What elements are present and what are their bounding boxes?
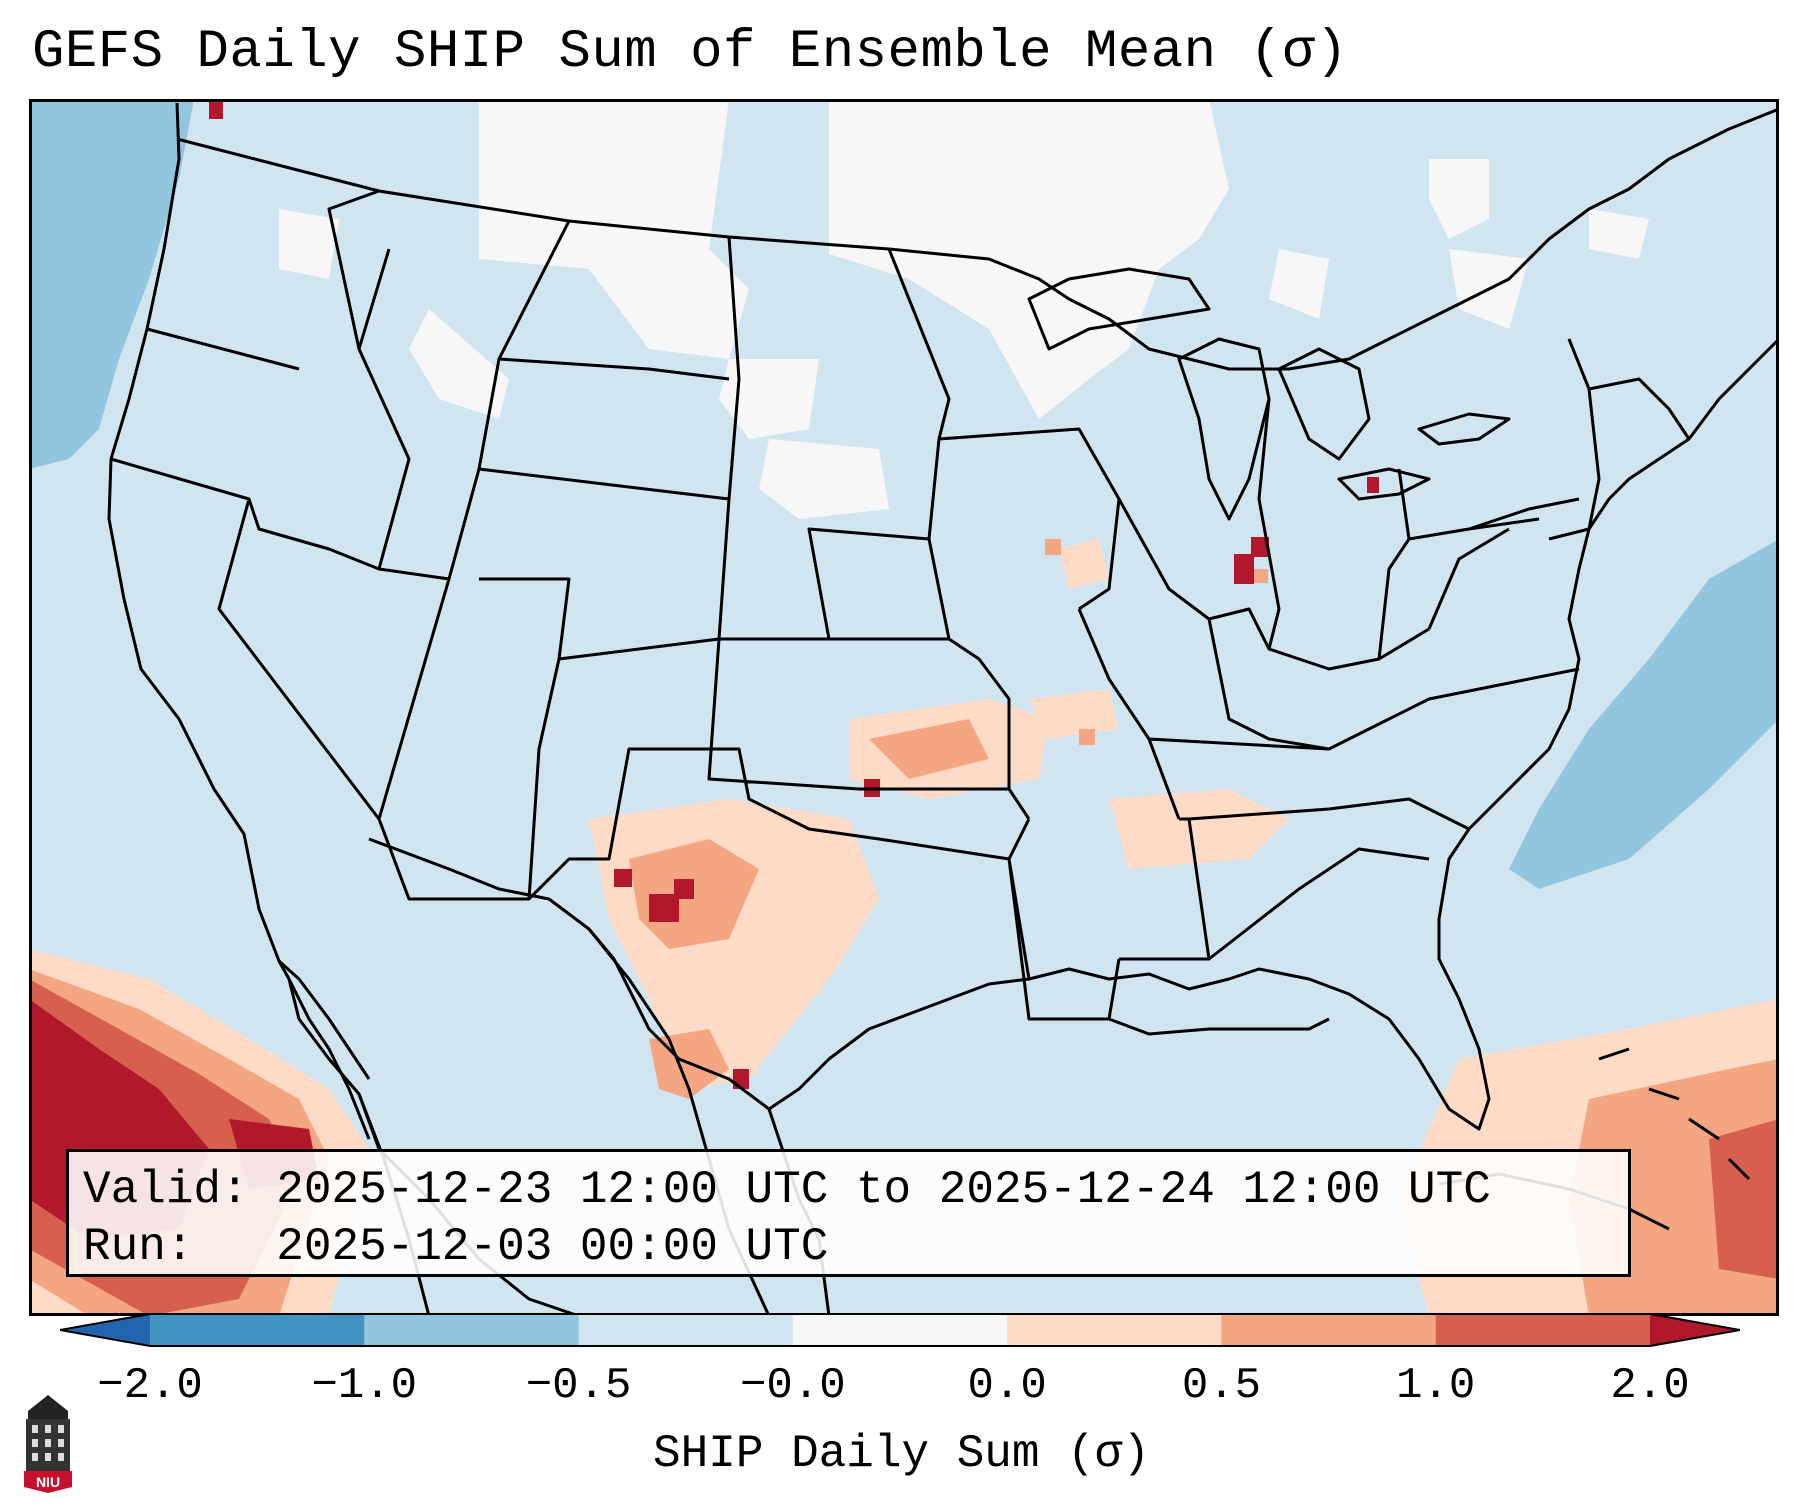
logo-text: NIU bbox=[36, 1474, 60, 1490]
colorbar-tick-label: −0.0 bbox=[740, 1361, 846, 1411]
colorbar-segment bbox=[364, 1314, 580, 1346]
chart-title: GEFS Daily SHIP Sum of Ensemble Mean (σ) bbox=[32, 22, 1349, 83]
colorbar-segment bbox=[1221, 1314, 1437, 1346]
colorbar-tick-label: 1.0 bbox=[1396, 1361, 1476, 1411]
strong-positive-cells bbox=[209, 99, 1379, 1089]
colorbar-segment bbox=[792, 1314, 1008, 1346]
near-zero-field bbox=[279, 99, 1649, 519]
negative-field bbox=[29, 99, 1779, 889]
positive-cells-orange bbox=[1045, 539, 1268, 745]
canada-border bbox=[176, 107, 1779, 371]
colorbar-tick-label: −0.5 bbox=[525, 1361, 632, 1411]
colorbar-tick-label: 0.5 bbox=[1181, 1361, 1262, 1411]
map-panel bbox=[29, 99, 1779, 1316]
colorbar-label: SHIP Daily Sum (σ) bbox=[653, 1428, 1150, 1480]
colorbar-tick-label: 0.0 bbox=[967, 1361, 1047, 1411]
positive-field-texas bbox=[589, 539, 1289, 1099]
run-label: Run: bbox=[83, 1221, 194, 1273]
colorbar-tick-label: 2.0 bbox=[1610, 1361, 1690, 1411]
colorbar-tick-label: −1.0 bbox=[311, 1361, 418, 1411]
gulf-coast bbox=[768, 337, 1779, 1131]
colorbar-extend-low bbox=[60, 1314, 150, 1346]
run-value: 2025-12-03 00:00 UTC bbox=[276, 1221, 829, 1273]
colorbar-segment bbox=[1435, 1314, 1651, 1346]
university-tower-logo: NIU bbox=[24, 1395, 72, 1493]
colorbar-extend-high bbox=[1650, 1314, 1740, 1346]
colorbar-segment bbox=[150, 1314, 365, 1346]
colorbar-segment bbox=[1007, 1314, 1222, 1346]
us-outline bbox=[107, 102, 431, 1316]
colorbar-segment bbox=[578, 1314, 794, 1346]
colorbar-tick-label: −2.0 bbox=[97, 1361, 203, 1411]
colorbar bbox=[60, 1313, 1740, 1347]
valid-label: Valid: bbox=[83, 1164, 249, 1216]
valid-value: 2025-12-23 12:00 UTC to 2025-12-24 12:00… bbox=[276, 1164, 1491, 1216]
great-lakes bbox=[1027, 267, 1511, 521]
us-boundaries bbox=[107, 102, 1779, 1316]
valid-run-info-box: Valid: 2025-12-23 12:00 UTC to 2025-12-2… bbox=[66, 1149, 1631, 1277]
